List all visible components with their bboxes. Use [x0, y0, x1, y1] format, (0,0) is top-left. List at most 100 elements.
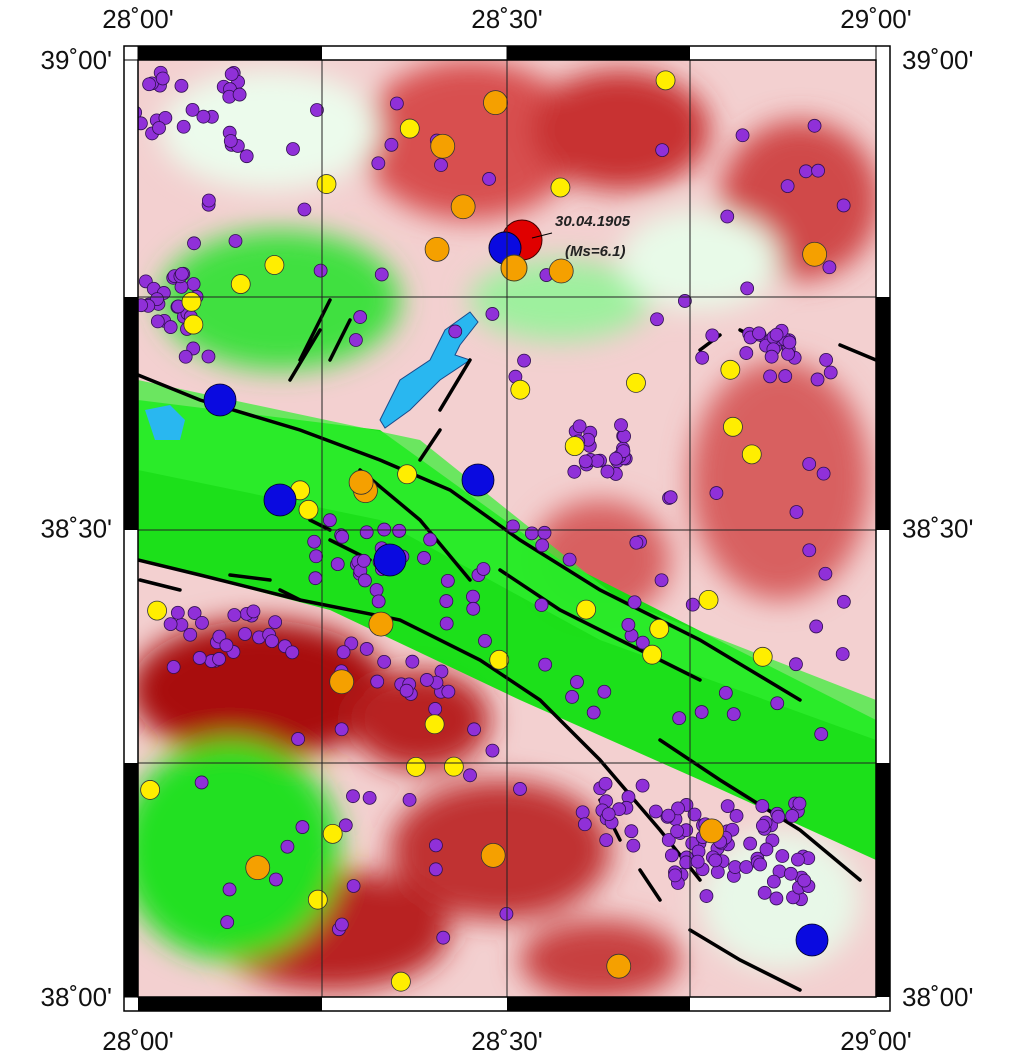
- epicenter: [699, 590, 718, 609]
- epicenter: [837, 199, 850, 212]
- epicenter: [758, 886, 771, 899]
- epicenter: [609, 452, 622, 465]
- epicenter: [336, 530, 349, 543]
- epicenter: [231, 275, 250, 294]
- epicenter: [429, 839, 442, 852]
- epicenter: [330, 670, 354, 694]
- epicenter: [770, 892, 783, 905]
- epicenter: [655, 574, 668, 587]
- epicenter: [506, 520, 519, 533]
- epicenter: [167, 661, 180, 674]
- epicenter: [756, 819, 769, 832]
- epicenter: [656, 144, 669, 157]
- epicenter: [182, 292, 201, 311]
- epicenter: [636, 779, 649, 792]
- epicenter: [483, 172, 496, 185]
- epicenter: [819, 567, 832, 580]
- epicenter: [650, 313, 663, 326]
- epicenter: [649, 805, 662, 818]
- epicenter: [310, 104, 323, 117]
- epicenter: [292, 732, 305, 745]
- epicenter: [686, 598, 699, 611]
- epicenter: [576, 806, 589, 819]
- epicenter: [727, 708, 740, 721]
- epicenter: [601, 465, 614, 478]
- epicenter: [464, 769, 477, 782]
- epicenter: [179, 350, 192, 363]
- epicenter: [836, 648, 849, 661]
- epicenter: [151, 315, 164, 328]
- epicenter: [664, 491, 677, 504]
- epicenter: [375, 268, 388, 281]
- epicenter: [233, 88, 246, 101]
- epicenter: [431, 134, 455, 158]
- epicenter: [808, 119, 821, 132]
- epicenter: [691, 855, 704, 868]
- epicenter: [374, 544, 406, 576]
- epicenter: [424, 533, 437, 546]
- epicenter: [286, 646, 299, 659]
- epicenter: [308, 890, 327, 909]
- epicenter: [587, 706, 600, 719]
- epicenter: [134, 117, 147, 130]
- epicenter: [164, 618, 177, 631]
- epicenter: [626, 373, 645, 392]
- epicenter: [224, 134, 237, 147]
- epicenter: [429, 863, 442, 876]
- epicenter: [799, 165, 812, 178]
- epicenter: [781, 180, 794, 193]
- epicenter: [711, 865, 724, 878]
- epicenter: [440, 617, 453, 630]
- epicenter: [246, 856, 270, 880]
- epicenter: [442, 685, 455, 698]
- annotation-date: 30.04.1905: [555, 213, 631, 230]
- epicenter: [477, 562, 490, 575]
- epicenter: [360, 642, 373, 655]
- epicenter: [188, 237, 201, 250]
- epicenter: [721, 210, 734, 223]
- epicenter: [673, 712, 686, 725]
- epicenter: [309, 572, 322, 585]
- epicenter: [357, 554, 370, 567]
- x-tick-label: 29˚00': [840, 1026, 911, 1056]
- epicenter: [771, 697, 784, 710]
- epicenter: [204, 384, 236, 416]
- epicenter: [599, 777, 612, 790]
- epicenter: [298, 203, 311, 216]
- epicenter: [349, 470, 373, 494]
- epicenter: [810, 620, 823, 633]
- epicenter: [378, 655, 391, 668]
- epicenter: [741, 282, 754, 295]
- epicenter: [823, 261, 836, 274]
- epicenter: [764, 370, 777, 383]
- epicenter: [573, 420, 586, 433]
- epicenter: [754, 858, 767, 871]
- annotation-magnitude: (Ms=6.1): [565, 243, 625, 260]
- epicenter: [346, 790, 359, 803]
- epicenter: [783, 336, 796, 349]
- epicenter: [756, 799, 769, 812]
- epicenter: [371, 675, 384, 688]
- epicenter: [539, 658, 552, 671]
- epicenter: [736, 129, 749, 142]
- epicenter: [317, 175, 336, 194]
- epicenter: [186, 103, 199, 116]
- epicenter: [451, 195, 475, 219]
- epicenter: [793, 797, 806, 810]
- epicenter: [223, 883, 236, 896]
- epicenter: [429, 702, 442, 715]
- epicenter: [598, 685, 611, 698]
- epicenter: [314, 264, 327, 277]
- epicenter: [824, 366, 837, 379]
- epicenter: [662, 809, 675, 822]
- epicenter: [425, 237, 449, 261]
- y-tick-label: 38˚00': [41, 982, 112, 1012]
- epicenter: [815, 728, 828, 741]
- epicenter: [695, 706, 708, 719]
- epicenter: [578, 818, 591, 831]
- epicenter: [752, 327, 765, 340]
- epicenter: [148, 601, 167, 620]
- epicenter: [776, 850, 789, 863]
- epicenter: [164, 321, 177, 334]
- epicenter: [803, 544, 816, 557]
